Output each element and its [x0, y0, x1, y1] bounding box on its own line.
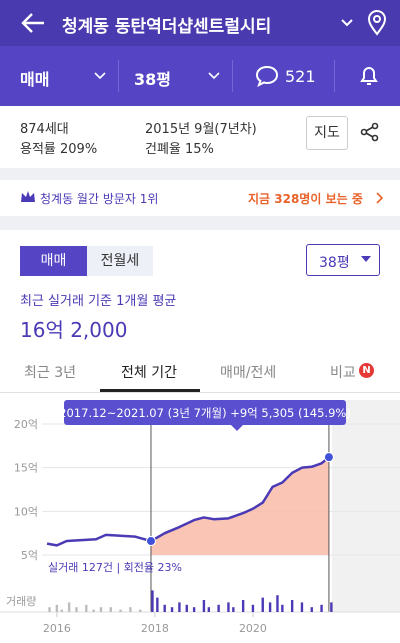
divider — [232, 60, 233, 92]
size-dropdown[interactable]: 38평 — [306, 244, 380, 276]
new-badge: N — [359, 363, 374, 378]
tab[interactable]: 최근 3년 — [24, 365, 76, 381]
tab[interactable]: 매매/전세 — [220, 365, 277, 381]
volume-bar — [170, 607, 174, 612]
volume-bar — [207, 607, 211, 612]
toggle-rent[interactable]: 전월세 — [87, 246, 153, 276]
volume-bar — [290, 600, 294, 612]
volume-bar — [202, 600, 206, 612]
households: 874세대 — [20, 122, 69, 137]
volume-bar — [163, 604, 166, 612]
price-line — [46, 456, 330, 547]
volume-bar — [281, 604, 284, 612]
volume-bar — [156, 597, 159, 612]
endpoint-marker — [145, 536, 156, 547]
size-dropdown-label: 38평 — [319, 255, 350, 271]
visitor-rank: 청계동 월간 방문자 1위 — [40, 192, 159, 206]
chevron — [208, 72, 220, 80]
tab[interactable]: 비교 — [330, 365, 356, 381]
filter-bar: 매매 38평 521 — [0, 46, 400, 106]
x-tick-label: 2018 — [141, 622, 169, 635]
separator — [0, 168, 400, 180]
volume-bar — [227, 602, 230, 612]
area-fill — [150, 457, 329, 555]
title-dropdown[interactable] — [340, 18, 354, 28]
chevron — [94, 72, 106, 80]
comment-count: 521 — [285, 67, 316, 86]
endpoint-marker — [323, 452, 334, 463]
volume-bar — [119, 609, 122, 612]
tab-underline — [100, 389, 200, 392]
volume-bar — [276, 595, 279, 612]
location-icon[interactable] — [366, 10, 388, 36]
volume-bar — [99, 607, 103, 612]
y-tick-label: 5억 — [21, 549, 38, 562]
crown-icon — [21, 191, 35, 202]
top-bar: 청계동 동탄역더샵센트럴시티 — [0, 0, 400, 46]
volume-bar — [217, 604, 220, 612]
volume-bar — [109, 607, 112, 612]
volume-bar — [232, 607, 235, 612]
volume-bar — [85, 604, 88, 612]
volume-bar — [320, 604, 323, 612]
tooltip-text: 2017.12~2021.07 (3년 7개월) +9억 5,305 (145.… — [59, 406, 351, 420]
toggle-sale[interactable]: 매매 — [20, 246, 87, 276]
stats: 실거래 127건 | 회전율 23% — [48, 561, 182, 574]
map-button[interactable]: 지도 — [306, 116, 348, 150]
y-tick-label: 20억 — [14, 418, 38, 431]
volume-bar — [192, 607, 196, 612]
tooltip — [64, 400, 346, 425]
volume-bar — [151, 590, 154, 612]
volume-bar — [129, 607, 132, 612]
volume-bar — [330, 602, 333, 612]
volume-bar — [138, 609, 142, 612]
volume-bar — [75, 607, 78, 612]
volume-bar — [185, 604, 188, 612]
price-caption: 최근 실거래 기준 1개월 평균 — [20, 294, 177, 309]
back-button[interactable] — [20, 12, 46, 34]
bell-icon[interactable] — [358, 64, 380, 88]
building-coverage: 건폐율 15% — [145, 142, 214, 157]
volume-bar — [241, 600, 245, 612]
volume-bar — [67, 602, 71, 612]
divider — [118, 60, 119, 92]
tab-selected[interactable]: 전체 기간 — [121, 365, 177, 381]
volume-bar — [92, 609, 95, 612]
volume-label: 거래량 — [6, 595, 36, 608]
built-date: 2015년 9월(7년차) — [145, 122, 257, 137]
dropdown-arrow — [361, 256, 371, 262]
x-tick-label: 2020 — [239, 622, 267, 635]
shaded-region — [331, 400, 400, 612]
comment-icon[interactable] — [255, 65, 279, 87]
price-value: 16억 2,000 — [20, 318, 128, 342]
title: 청계동 동탄역더샵센트럴시티 — [62, 17, 272, 37]
y-tick-label: 15억 — [14, 462, 38, 475]
floor-area-ratio: 용적률 209% — [20, 142, 98, 157]
volume-bar — [310, 607, 313, 612]
volume-bar — [55, 604, 59, 612]
volume-bar — [251, 604, 255, 612]
divider — [334, 60, 335, 92]
volume-bar — [48, 607, 51, 612]
volume-bar — [300, 602, 304, 612]
separator — [0, 216, 400, 230]
x-tick-label: 2016 — [43, 622, 71, 635]
y-tick-label: 10억 — [14, 505, 38, 518]
tab-border — [0, 392, 400, 393]
volume-bar — [178, 602, 181, 612]
volume-bar — [268, 602, 272, 612]
volume-bar — [261, 597, 264, 612]
chevron-right — [376, 192, 384, 204]
share-icon[interactable] — [360, 122, 380, 142]
viewer-count[interactable]: 지금 328명이 보는 중 — [248, 192, 363, 206]
tooltip-arrow — [231, 425, 243, 431]
size-filter[interactable]: 38평 — [134, 70, 171, 89]
deal-filter[interactable]: 매매 — [20, 70, 50, 89]
volume-bar — [60, 609, 63, 612]
